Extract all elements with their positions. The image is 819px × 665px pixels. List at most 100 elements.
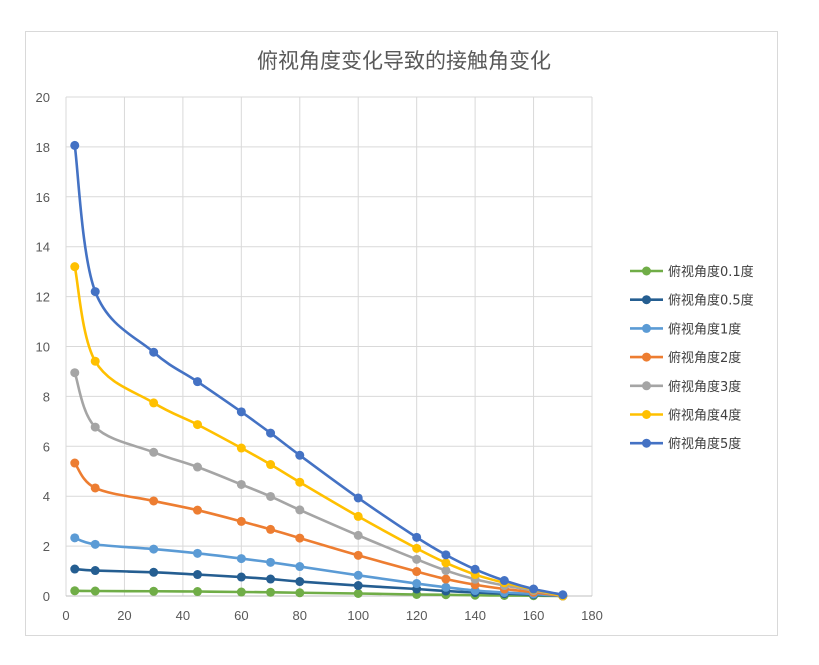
legend-item: 俯视角度1度 (630, 321, 741, 337)
y-tick-label: 20 (36, 90, 50, 105)
data-point (412, 554, 422, 564)
data-point (295, 562, 305, 572)
x-tick-label: 0 (62, 608, 69, 623)
data-point (70, 586, 80, 596)
data-point (295, 577, 305, 587)
legend-swatch-marker (642, 410, 651, 419)
data-point (90, 422, 100, 432)
data-point (149, 347, 159, 357)
data-point (295, 450, 305, 460)
data-point (266, 428, 276, 438)
legend-swatch-marker (642, 295, 651, 305)
y-tick-label: 8 (43, 389, 50, 404)
data-point (70, 458, 80, 468)
data-point (441, 582, 451, 592)
legend-item: 俯视角度2度 (630, 350, 741, 366)
y-tick-label: 4 (43, 489, 50, 504)
data-point (70, 140, 80, 150)
data-point (149, 447, 159, 457)
data-point (90, 356, 100, 366)
data-point (499, 576, 509, 586)
data-point (90, 566, 100, 576)
data-point (70, 262, 80, 272)
data-point (70, 533, 80, 543)
data-point (193, 462, 202, 472)
data-point (70, 368, 80, 378)
y-tick-label: 10 (36, 340, 50, 355)
x-tick-label: 40 (176, 608, 190, 623)
data-point (295, 588, 305, 598)
x-tick-label: 80 (293, 608, 307, 623)
data-point (266, 574, 276, 584)
legend-label: 俯视角度1度 (668, 321, 741, 337)
data-point (90, 539, 100, 549)
data-point (266, 524, 276, 534)
data-point (70, 564, 80, 574)
data-point (236, 572, 246, 582)
data-point (441, 558, 451, 568)
y-tick-label: 12 (36, 290, 50, 305)
legend-swatch-marker (642, 438, 651, 448)
y-tick-label: 0 (43, 589, 50, 604)
data-point (558, 590, 568, 600)
data-point (236, 479, 246, 489)
legend-swatch-marker (642, 266, 651, 276)
x-tick-label: 180 (581, 608, 603, 623)
legend-label: 俯视角度2度 (668, 350, 741, 366)
legend-item: 俯视角度0.1度 (630, 264, 754, 280)
data-point (90, 287, 100, 297)
axes: 0 2 4 6 8 10 12 14 16 18 20 0 20 40 60 80 100 120 140 160 18… (36, 90, 603, 623)
y-tick-label: 16 (36, 190, 50, 205)
data-point (236, 554, 246, 564)
x-tick-label: 60 (234, 608, 248, 623)
series-line (73, 372, 564, 598)
data-point (353, 511, 363, 521)
data-point (266, 460, 276, 470)
series-group (70, 140, 568, 600)
data-point (441, 550, 451, 560)
data-point (353, 550, 363, 560)
legend-swatch-marker (642, 381, 651, 391)
y-tick-label: 14 (36, 240, 50, 255)
data-point (353, 589, 363, 599)
data-point (193, 587, 202, 597)
data-point (90, 586, 100, 596)
legend-item: 俯视角度0.5度 (630, 293, 754, 309)
data-point (193, 570, 202, 580)
data-point (266, 557, 276, 567)
data-point (353, 581, 363, 591)
series-line (73, 145, 564, 597)
data-point (193, 420, 202, 430)
data-point (266, 587, 276, 597)
x-tick-label: 160 (523, 608, 545, 623)
legend-swatch-marker (642, 323, 651, 333)
data-point (266, 491, 276, 501)
data-point (529, 584, 539, 594)
data-point (236, 516, 246, 526)
legend-label: 俯视角度3度 (668, 379, 741, 395)
data-point (149, 544, 159, 554)
data-point (236, 443, 246, 453)
x-tick-label: 100 (347, 608, 369, 623)
y-tick-label: 2 (43, 539, 50, 554)
data-point (149, 586, 159, 596)
data-point (193, 548, 202, 558)
legend-label: 俯视角度4度 (668, 408, 741, 424)
data-point (412, 567, 422, 577)
data-point (353, 530, 363, 540)
x-tick-label: 120 (406, 608, 428, 623)
series-group (70, 262, 568, 601)
data-point (236, 407, 246, 417)
data-point (412, 532, 422, 542)
data-point (295, 477, 305, 487)
legend: 俯视角度0.1度俯视角度0.5度俯视角度1度俯视角度2度俯视角度3度俯视角度4度… (630, 264, 754, 452)
data-point (236, 587, 246, 597)
y-tick-label: 18 (36, 140, 50, 155)
data-point (90, 483, 100, 493)
legend-item: 俯视角度3度 (630, 379, 741, 395)
legend-label: 俯视角度5度 (668, 436, 741, 452)
data-point (149, 496, 159, 506)
y-tick-label: 6 (43, 439, 50, 454)
data-point (441, 566, 451, 576)
